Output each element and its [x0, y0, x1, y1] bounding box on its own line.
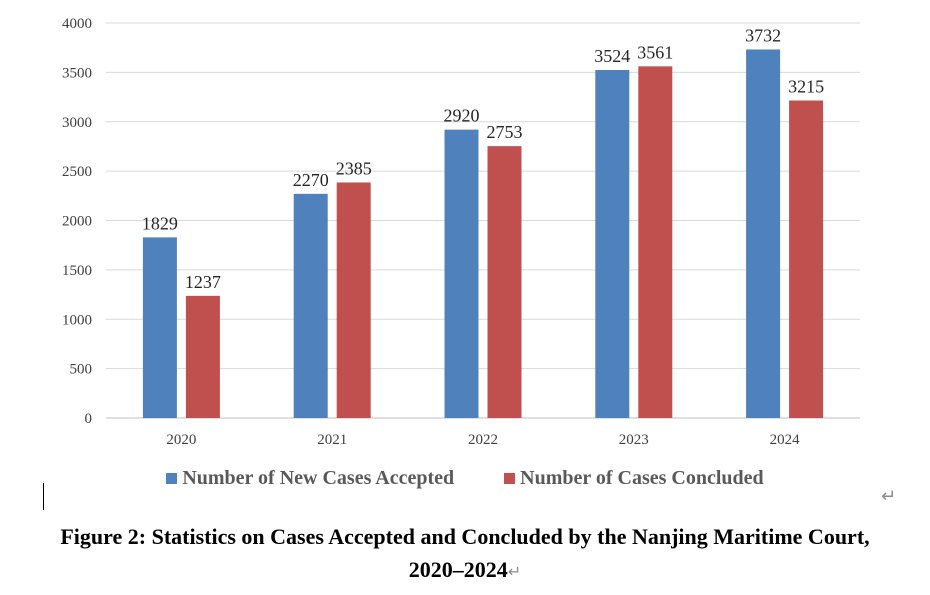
data-labels: 1829 1237 2270 2385 2920 2753 3524 3561 3732 3215: [142, 25, 824, 291]
y-tick-label: 4000: [62, 16, 92, 32]
legend-label-concluded: Number of Cases Concluded: [520, 467, 764, 489]
bar-number-of-new-cases-accepted-2021: [293, 193, 328, 418]
x-axis-tick-labels: 2020 2021 2022 2023 2024: [166, 432, 800, 448]
bar-number-of-cases-concluded-2022: [487, 146, 522, 419]
bar-chart: 0 500 1000 1500 2000 2500 3000 3500 4000 1829 123…: [62, 16, 860, 448]
x-tick-label-2023: 2023: [619, 432, 649, 448]
bars: [142, 49, 824, 419]
bar-number-of-cases-concluded-2024: [789, 100, 824, 419]
y-tick-label: 3000: [62, 115, 92, 131]
data-label-number-of-new-cases-accepted-2023: 3524: [594, 46, 630, 66]
bar-number-of-cases-concluded-2023: [638, 66, 673, 418]
data-label-number-of-cases-concluded-2021: 2385: [336, 158, 372, 178]
data-label-number-of-cases-concluded-2020: 1237: [185, 272, 221, 292]
text-cursor: [43, 483, 44, 510]
figure-caption-line-1: Figure 2: Statistics on Cases Accepted a…: [0, 524, 930, 550]
y-tick-label: 3500: [62, 65, 92, 81]
bar-number-of-cases-concluded-2020: [185, 295, 220, 418]
y-tick-label: 1000: [62, 312, 92, 328]
caption-text-2: 2020–2024: [408, 557, 508, 582]
legend-swatch-accepted: [166, 473, 178, 484]
legend-item-concluded: Number of Cases Concluded: [504, 467, 764, 490]
y-tick-label: 2000: [62, 214, 92, 230]
figure-caption-line-2: 2020–2024↵: [0, 557, 930, 583]
gridlines: [106, 22, 860, 419]
data-label-number-of-new-cases-accepted-2020: 1829: [142, 213, 178, 233]
x-tick-label-2021: 2021: [317, 432, 347, 448]
data-label-number-of-new-cases-accepted-2022: 2920: [444, 106, 480, 126]
legend-label-accepted: Number of New Cases Accepted: [182, 467, 455, 489]
legend-item-accepted: Number of New Cases Accepted: [166, 467, 454, 490]
y-tick-label: 500: [70, 362, 93, 378]
chart-legend: Number of New Cases Accepted Number of C…: [0, 467, 930, 490]
bar-number-of-cases-concluded-2021: [336, 182, 371, 418]
y-tick-label: 1500: [62, 263, 92, 279]
bar-number-of-new-cases-accepted-2023: [595, 70, 630, 418]
data-label-number-of-cases-concluded-2022: 2753: [487, 122, 523, 142]
x-tick-label-2020: 2020: [166, 432, 196, 448]
caption-text-1: Figure 2: Statistics on Cases Accepted a…: [60, 524, 870, 549]
paragraph-mark-icon: ↵: [507, 562, 522, 581]
data-label-number-of-cases-concluded-2024: 3215: [788, 77, 824, 97]
paragraph-mark-icon: ↵: [881, 486, 897, 507]
bar-number-of-new-cases-accepted-2022: [444, 129, 479, 418]
legend-swatch-concluded: [504, 473, 516, 484]
x-tick-label-2024: 2024: [770, 432, 801, 448]
data-label-number-of-cases-concluded-2023: 3561: [637, 42, 673, 62]
y-axis-tick-labels: 0 500 1000 1500 2000 2500 3000 3500 4000: [62, 16, 92, 427]
bar-number-of-new-cases-accepted-2020: [142, 237, 177, 418]
x-tick-label-2022: 2022: [468, 432, 498, 448]
data-label-number-of-new-cases-accepted-2021: 2270: [293, 170, 329, 190]
bar-number-of-new-cases-accepted-2024: [746, 49, 781, 419]
y-tick-label: 0: [85, 411, 93, 427]
data-label-number-of-new-cases-accepted-2024: 3732: [745, 25, 781, 45]
y-tick-label: 2500: [62, 164, 92, 180]
